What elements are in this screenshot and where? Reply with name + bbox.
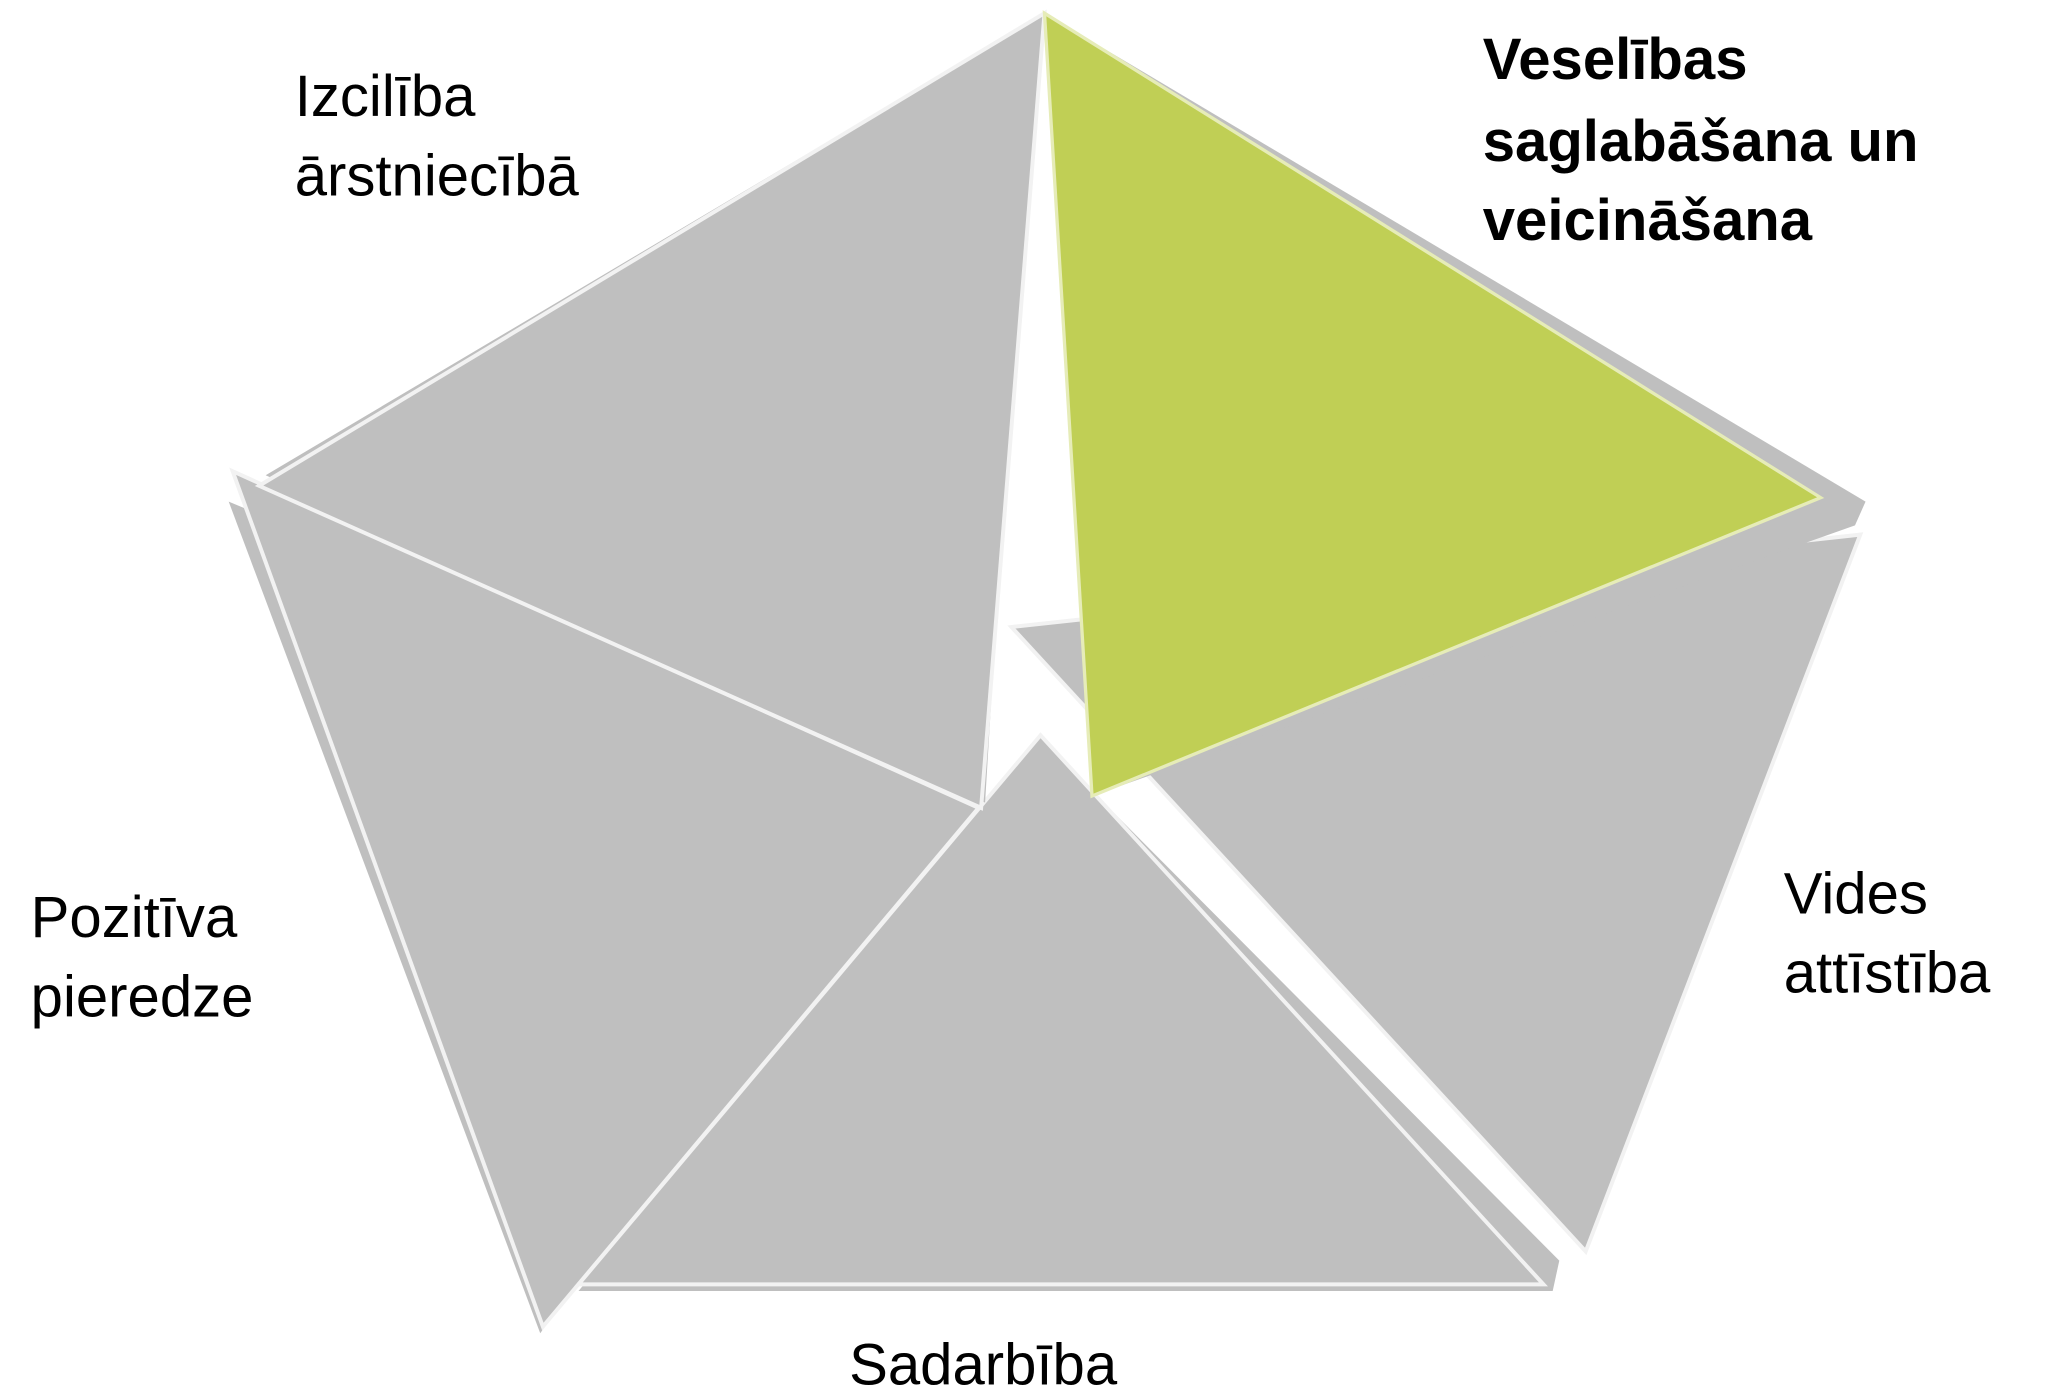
label-line: veicināšana xyxy=(1483,188,1813,253)
segment-highlighted xyxy=(1042,10,1825,799)
label-line: ārstniecībā xyxy=(295,143,580,208)
label-line: attīstība xyxy=(1784,941,1991,1006)
segment-bottom xyxy=(574,732,1548,1287)
label-top-left: Izcilība ārstniecībā xyxy=(295,64,580,208)
label-line: saglabāšana un xyxy=(1483,109,1919,174)
label-bottom: Sadarbība xyxy=(849,1333,1118,1390)
label-line: pieredze xyxy=(31,964,254,1029)
label-left: Pozitīva pieredze xyxy=(31,885,254,1029)
segment-top-left xyxy=(254,9,1047,811)
label-line: Izcilība xyxy=(295,64,476,129)
label-right: Vides attīstība xyxy=(1784,861,1991,1005)
label-line: Vides xyxy=(1784,861,1928,926)
label-top-right: Veselības saglabāšana un veicināšana xyxy=(1483,27,1919,253)
label-line: Sadarbība xyxy=(849,1333,1118,1390)
label-line: Veselības xyxy=(1483,27,1748,92)
label-line: Pozitīva xyxy=(31,885,238,950)
